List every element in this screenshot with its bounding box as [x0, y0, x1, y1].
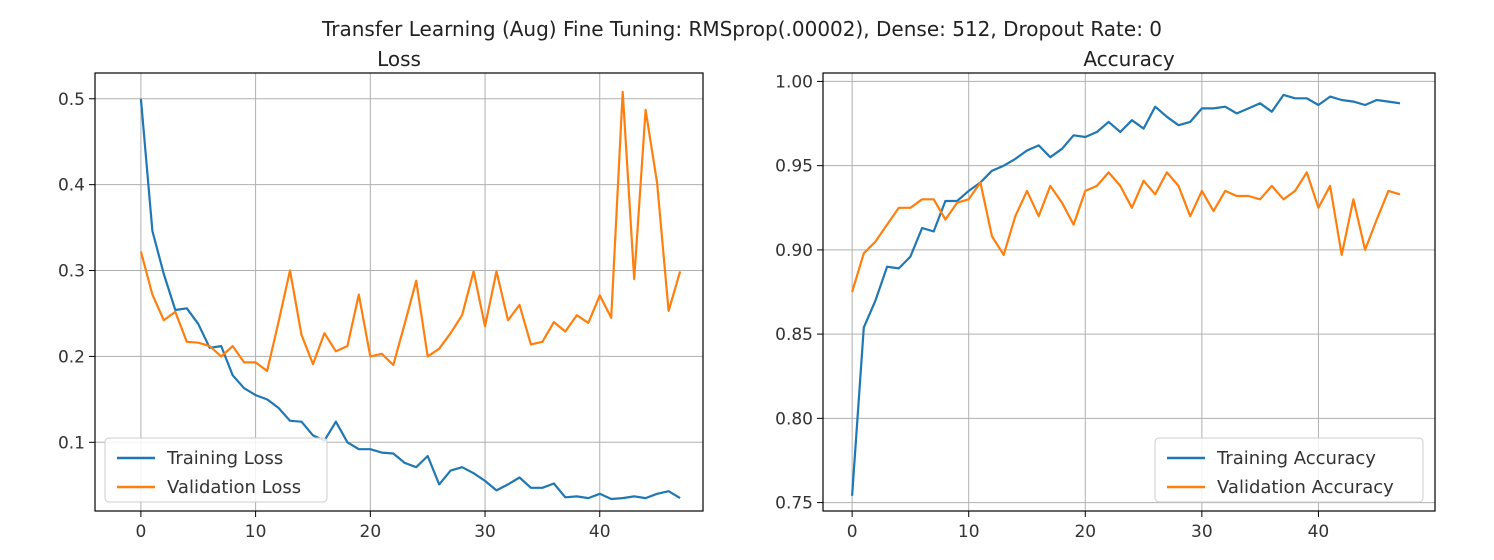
x-tick-label: 30: [474, 522, 496, 542]
y-tick-label: 0.1: [58, 433, 85, 453]
x-tick-label: 0: [847, 522, 858, 542]
y-tick-label: 0.75: [775, 494, 813, 514]
y-tick-label: 1.00: [775, 72, 813, 92]
y-tick-label: 0.2: [58, 347, 85, 367]
x-tick-label: 30: [1191, 522, 1213, 542]
x-tick-label: 0: [135, 522, 146, 542]
x-tick-label: 20: [1074, 522, 1096, 542]
y-tick-label: 0.5: [58, 90, 85, 110]
x-tick-label: 10: [958, 522, 980, 542]
accuracy-legend: Training Accuracy Validation Accuracy: [1154, 437, 1424, 503]
figure-suptitle: Transfer Learning (Aug) Fine Tuning: RMS…: [321, 17, 1162, 41]
loss-legend: Training Loss Validation Loss: [104, 437, 328, 503]
training-loss-line: [139, 98, 681, 501]
training-accuracy-line: [851, 93, 1401, 496]
accuracy-title: Accuracy: [1083, 47, 1174, 71]
legend-box: [1154, 437, 1424, 503]
loss-plot-frame: [94, 72, 704, 512]
legend-label: Training Accuracy: [1216, 448, 1376, 469]
chart-panels: Loss 0 10 20 30 40 0.1 0.2 0.3 0.4 0.5 Training Los…: [58, 47, 1436, 542]
x-tick-label: 20: [360, 522, 382, 542]
y-tick-label: 0.95: [775, 157, 813, 177]
loss-title: Loss: [377, 47, 421, 71]
validation-accuracy-line: [851, 171, 1401, 293]
x-tick-label: 10: [245, 522, 267, 542]
accuracy-chart: Accuracy 0 10 20 30 40 0.75 0.80 0.85 0.90 0.95 1.0…: [775, 47, 1436, 542]
y-tick-label: 0.4: [58, 176, 85, 196]
x-tick-label: 40: [589, 522, 611, 542]
accuracy-plot-frame: [822, 72, 1436, 512]
y-tick-label: 0.3: [58, 262, 85, 282]
loss-chart: Loss 0 10 20 30 40 0.1 0.2 0.3 0.4 0.5 Training Los…: [58, 47, 704, 542]
legend-box: [104, 437, 328, 503]
y-tick-label: 0.85: [775, 325, 813, 345]
legend-label: Validation Loss: [167, 477, 301, 498]
legend-label: Training Loss: [166, 448, 283, 469]
validation-loss-line: [139, 90, 682, 373]
y-tick-label: 0.80: [775, 409, 813, 429]
x-tick-label: 40: [1308, 522, 1330, 542]
y-tick-label: 0.90: [775, 241, 813, 261]
legend-label: Validation Accuracy: [1217, 477, 1394, 498]
